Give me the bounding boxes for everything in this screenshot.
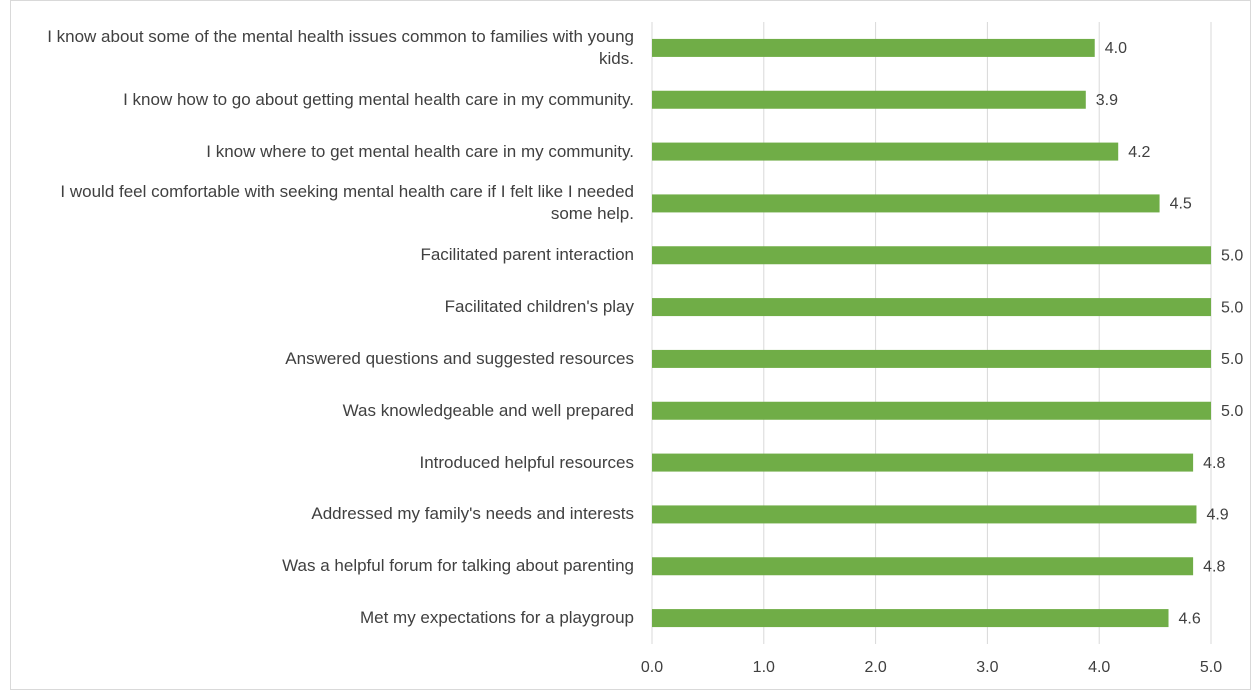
category-label: Facilitated parent interaction	[420, 245, 634, 265]
category-label: Answered questions and suggested resourc…	[285, 348, 634, 368]
category-label: I know how to go about getting mental he…	[123, 89, 634, 109]
x-tick-label: 3.0	[976, 659, 998, 676]
bar	[652, 609, 1169, 628]
bar	[652, 298, 1211, 317]
category-label: Was knowledgeable and well prepared	[342, 400, 634, 420]
category-label: Introduced helpful resources	[419, 452, 634, 472]
bar	[652, 246, 1211, 265]
bar	[652, 453, 1194, 472]
bar	[652, 349, 1211, 368]
value-label: 5.0	[1221, 247, 1243, 264]
bar	[652, 505, 1197, 524]
bar	[652, 401, 1211, 420]
value-label: 5.0	[1221, 351, 1243, 368]
category-label: Was a helpful forum for talking about pa…	[282, 556, 634, 576]
x-tick-label: 4.0	[1088, 659, 1110, 676]
category-label: I know where to get mental health care i…	[206, 141, 634, 161]
value-label: 4.2	[1128, 144, 1150, 161]
chart-border	[10, 0, 1251, 690]
value-label: 4.8	[1203, 558, 1225, 575]
value-label: 5.0	[1221, 299, 1243, 316]
x-tick-label: 0.0	[641, 659, 663, 676]
category-label: Addressed my family's needs and interest…	[311, 504, 634, 524]
bar	[652, 90, 1086, 109]
category-label: I know about some of the mental health i…	[47, 26, 634, 68]
x-tick-label: 2.0	[864, 659, 886, 676]
category-label: Facilitated children's play	[444, 297, 634, 317]
value-label: 4.8	[1203, 455, 1225, 472]
bar	[652, 557, 1194, 576]
value-label: 4.9	[1206, 507, 1228, 524]
x-tick-label: 5.0	[1200, 659, 1222, 676]
bar	[652, 38, 1095, 57]
category-label: I would feel comfortable with seeking me…	[60, 182, 634, 224]
x-tick-label: 1.0	[753, 659, 775, 676]
value-label: 4.6	[1179, 610, 1201, 627]
value-label: 4.0	[1105, 40, 1127, 57]
value-label: 3.9	[1096, 92, 1118, 109]
value-label: 4.5	[1170, 196, 1192, 213]
category-label: Met my expectations for a playgroup	[359, 608, 634, 628]
bar	[652, 194, 1160, 213]
bar	[652, 142, 1119, 161]
value-label: 5.0	[1221, 403, 1243, 420]
